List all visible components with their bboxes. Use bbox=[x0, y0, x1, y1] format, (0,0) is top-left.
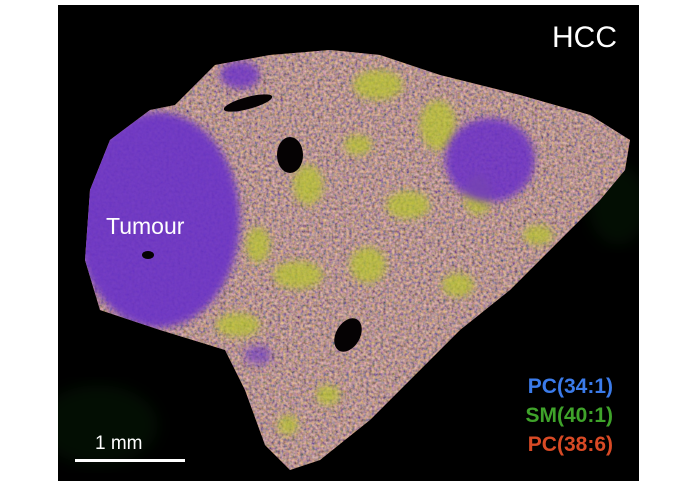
pc-blue-regions bbox=[85, 61, 535, 365]
scale-bar-label: 1 mm bbox=[95, 433, 143, 454]
legend-sm-40-1: SM(40:1) bbox=[525, 404, 613, 427]
sm-green-patches bbox=[216, 70, 553, 435]
tissue-holes bbox=[142, 94, 362, 352]
ms-image-panel: HCC Tumour 1 mm PC(34:1) SM(40:1) PC(38:… bbox=[58, 5, 639, 481]
scale-bar bbox=[75, 459, 185, 462]
tumour-label: Tumour bbox=[106, 213, 185, 239]
legend-pc-34-1: PC(34:1) bbox=[527, 375, 613, 398]
image-title: HCC bbox=[552, 21, 617, 54]
tissue-image bbox=[58, 50, 639, 470]
legend-pc-38-6: PC(38:6) bbox=[527, 433, 613, 456]
